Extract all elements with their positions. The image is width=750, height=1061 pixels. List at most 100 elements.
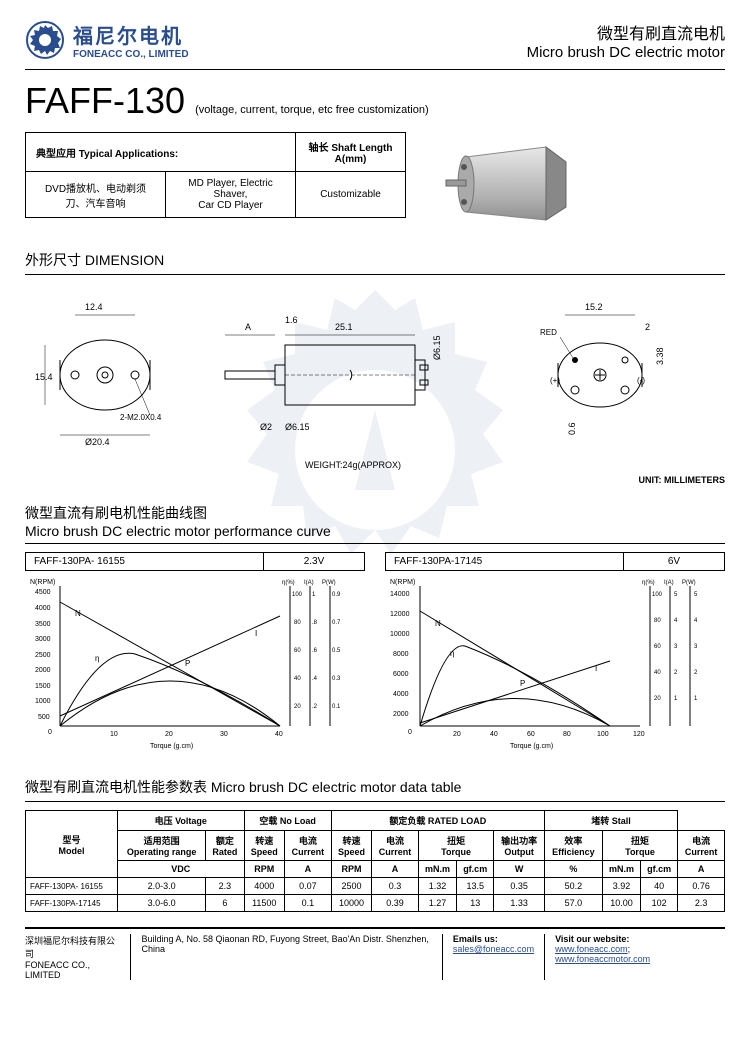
svg-text:100: 100 xyxy=(292,592,303,598)
title-row: FAFF-130 (voltage, current, torque, etc … xyxy=(25,80,725,122)
svg-text:Torque (g.cm): Torque (g.cm) xyxy=(510,743,553,750)
svg-text:.6: .6 xyxy=(312,648,318,654)
svg-text:60: 60 xyxy=(294,648,301,654)
curves-title: 微型直流有刷电机性能曲线图 Micro brush DC electric mo… xyxy=(25,503,725,544)
svg-text:.4: .4 xyxy=(312,676,318,682)
svg-text:Ø2: Ø2 xyxy=(260,422,272,432)
svg-text:10: 10 xyxy=(110,731,118,738)
unit-label: UNIT: MILLIMETERS xyxy=(639,475,726,485)
svg-text:P: P xyxy=(185,659,190,668)
web-link-1[interactable]: www.foneacc.com xyxy=(555,944,628,954)
footer-address: Building A, No. 58 Qiaonan RD, Fuyong St… xyxy=(141,934,442,980)
svg-text:20: 20 xyxy=(654,696,661,702)
svg-text:20: 20 xyxy=(294,704,301,710)
page-footer: 深圳福尼尔科技有限公司 FONEACC CO., LIMITED Buildin… xyxy=(25,927,725,980)
svg-text:80: 80 xyxy=(294,620,301,626)
svg-text:η(%): η(%) xyxy=(282,580,295,586)
applications-table: 典型应用 Typical Applications: 轴长 Shaft Leng… xyxy=(25,132,406,218)
svg-text:2000: 2000 xyxy=(393,711,409,718)
svg-text:120: 120 xyxy=(633,731,645,738)
svg-text:40: 40 xyxy=(275,731,283,738)
svg-text:2000: 2000 xyxy=(35,667,51,674)
svg-text:60: 60 xyxy=(527,731,535,738)
svg-text:0.7: 0.7 xyxy=(332,620,341,626)
web-link-2[interactable]: www.foneaccmotor.com xyxy=(555,954,650,964)
svg-text:1: 1 xyxy=(312,592,316,598)
svg-text:30: 30 xyxy=(220,731,228,738)
svg-text:Ø6.15: Ø6.15 xyxy=(285,422,310,432)
curve-left-model: FAFF-130PA- 16155 xyxy=(26,553,264,570)
svg-text:6000: 6000 xyxy=(393,671,409,678)
svg-text:80: 80 xyxy=(563,731,571,738)
svg-text:0.1: 0.1 xyxy=(332,704,341,710)
svg-text:80: 80 xyxy=(654,618,661,624)
svg-text:.8: .8 xyxy=(312,620,318,626)
dimension-title: 外形尺寸 DIMENSION xyxy=(25,250,725,275)
gear-logo-icon: A xyxy=(25,20,65,60)
svg-text:20: 20 xyxy=(165,731,173,738)
svg-text:40: 40 xyxy=(294,676,301,682)
svg-text:0.9: 0.9 xyxy=(332,592,341,598)
footer-email: Emails us: sales@foneacc.com xyxy=(453,934,545,980)
weight-label: WEIGHT:24g(APPROX) xyxy=(305,460,401,470)
footer-web: Visit our website: www.foneacc.com; www.… xyxy=(555,934,725,980)
svg-text:Ø6.15: Ø6.15 xyxy=(432,335,442,360)
svg-text:5: 5 xyxy=(674,592,678,598)
svg-text:.2: .2 xyxy=(312,704,318,710)
svg-text:12000: 12000 xyxy=(390,611,410,618)
svg-text:2-M2.0X0.4: 2-M2.0X0.4 xyxy=(120,413,162,422)
table-row: FAFF-130PA-171453.0-6.06115000.1100000.3… xyxy=(26,895,725,912)
svg-text:I: I xyxy=(595,664,597,673)
svg-text:20: 20 xyxy=(453,731,461,738)
svg-text:8000: 8000 xyxy=(393,651,409,658)
curve-left: FAFF-130PA- 16155 2.3V N(RPM) 4500 4000 3… xyxy=(25,552,365,759)
svg-text:3.38: 3.38 xyxy=(655,347,665,365)
svg-text:Torque (g.cm): Torque (g.cm) xyxy=(150,743,193,750)
email-link[interactable]: sales@foneacc.com xyxy=(453,944,534,954)
svg-text:2500: 2500 xyxy=(35,652,51,659)
svg-text:I(A): I(A) xyxy=(664,580,674,586)
app-header: 典型应用 Typical Applications: xyxy=(26,133,296,172)
svg-text:0.5: 0.5 xyxy=(332,648,341,654)
datatable-title: 微型有刷直流电机性能参数表 Micro brush DC electric mo… xyxy=(25,777,725,802)
svg-text:12.4: 12.4 xyxy=(85,302,103,312)
svg-text:η(%): η(%) xyxy=(642,580,655,586)
svg-text:A: A xyxy=(245,322,251,332)
svg-text:4000: 4000 xyxy=(35,605,51,612)
svg-text:0: 0 xyxy=(408,729,412,736)
svg-text:I(A): I(A) xyxy=(304,580,314,586)
svg-text:(-): (-) xyxy=(637,376,645,385)
svg-text:0.6: 0.6 xyxy=(567,422,577,435)
curve-right-voltage: 6V xyxy=(624,553,724,570)
svg-text:P(W): P(W) xyxy=(682,580,696,586)
svg-text:4500: 4500 xyxy=(35,589,51,596)
model-title: FAFF-130 xyxy=(25,80,185,122)
svg-text:4: 4 xyxy=(694,618,698,624)
svg-text:4: 4 xyxy=(674,618,678,624)
svg-text:60: 60 xyxy=(654,644,661,650)
svg-text:N: N xyxy=(435,619,441,628)
svg-text:A: A xyxy=(41,37,48,48)
app-cell-cn: DVD播放机、电动剃须刀、汽车音响 xyxy=(26,172,166,218)
svg-text:1.6: 1.6 xyxy=(285,315,298,325)
svg-text:N(RPM): N(RPM) xyxy=(30,579,55,586)
curve-left-chart: N(RPM) 45004000 35003000 25002000 150010… xyxy=(25,576,365,756)
svg-text:100: 100 xyxy=(597,731,609,738)
page-header: A 福尼尔电机 FONEACC CO., LIMITED 微型有刷直流电机 Mi… xyxy=(25,20,725,70)
svg-text:1: 1 xyxy=(694,696,698,702)
svg-text:(+): (+) xyxy=(550,376,560,385)
subtitle: (voltage, current, torque, etc free cust… xyxy=(195,104,429,116)
svg-text:Ø20.4: Ø20.4 xyxy=(85,437,110,447)
svg-text:N: N xyxy=(75,609,81,618)
shaft-header: 轴长 Shaft Length A(mm) xyxy=(296,133,406,172)
app-cell-en: MD Player, Electric Shaver, Car CD Playe… xyxy=(166,172,296,218)
svg-text:2: 2 xyxy=(674,670,678,676)
svg-text:4000: 4000 xyxy=(393,691,409,698)
svg-text:2: 2 xyxy=(694,670,698,676)
svg-text:0.3: 0.3 xyxy=(332,676,341,682)
footer-company: 深圳福尼尔科技有限公司 FONEACC CO., LIMITED xyxy=(25,934,131,980)
table-row: FAFF-130PA- 161552.0-3.02.340000.0725000… xyxy=(26,878,725,895)
motor-photo xyxy=(436,132,586,232)
category-cn: 微型有刷直流电机 xyxy=(527,20,725,44)
curve-left-voltage: 2.3V xyxy=(264,553,364,570)
